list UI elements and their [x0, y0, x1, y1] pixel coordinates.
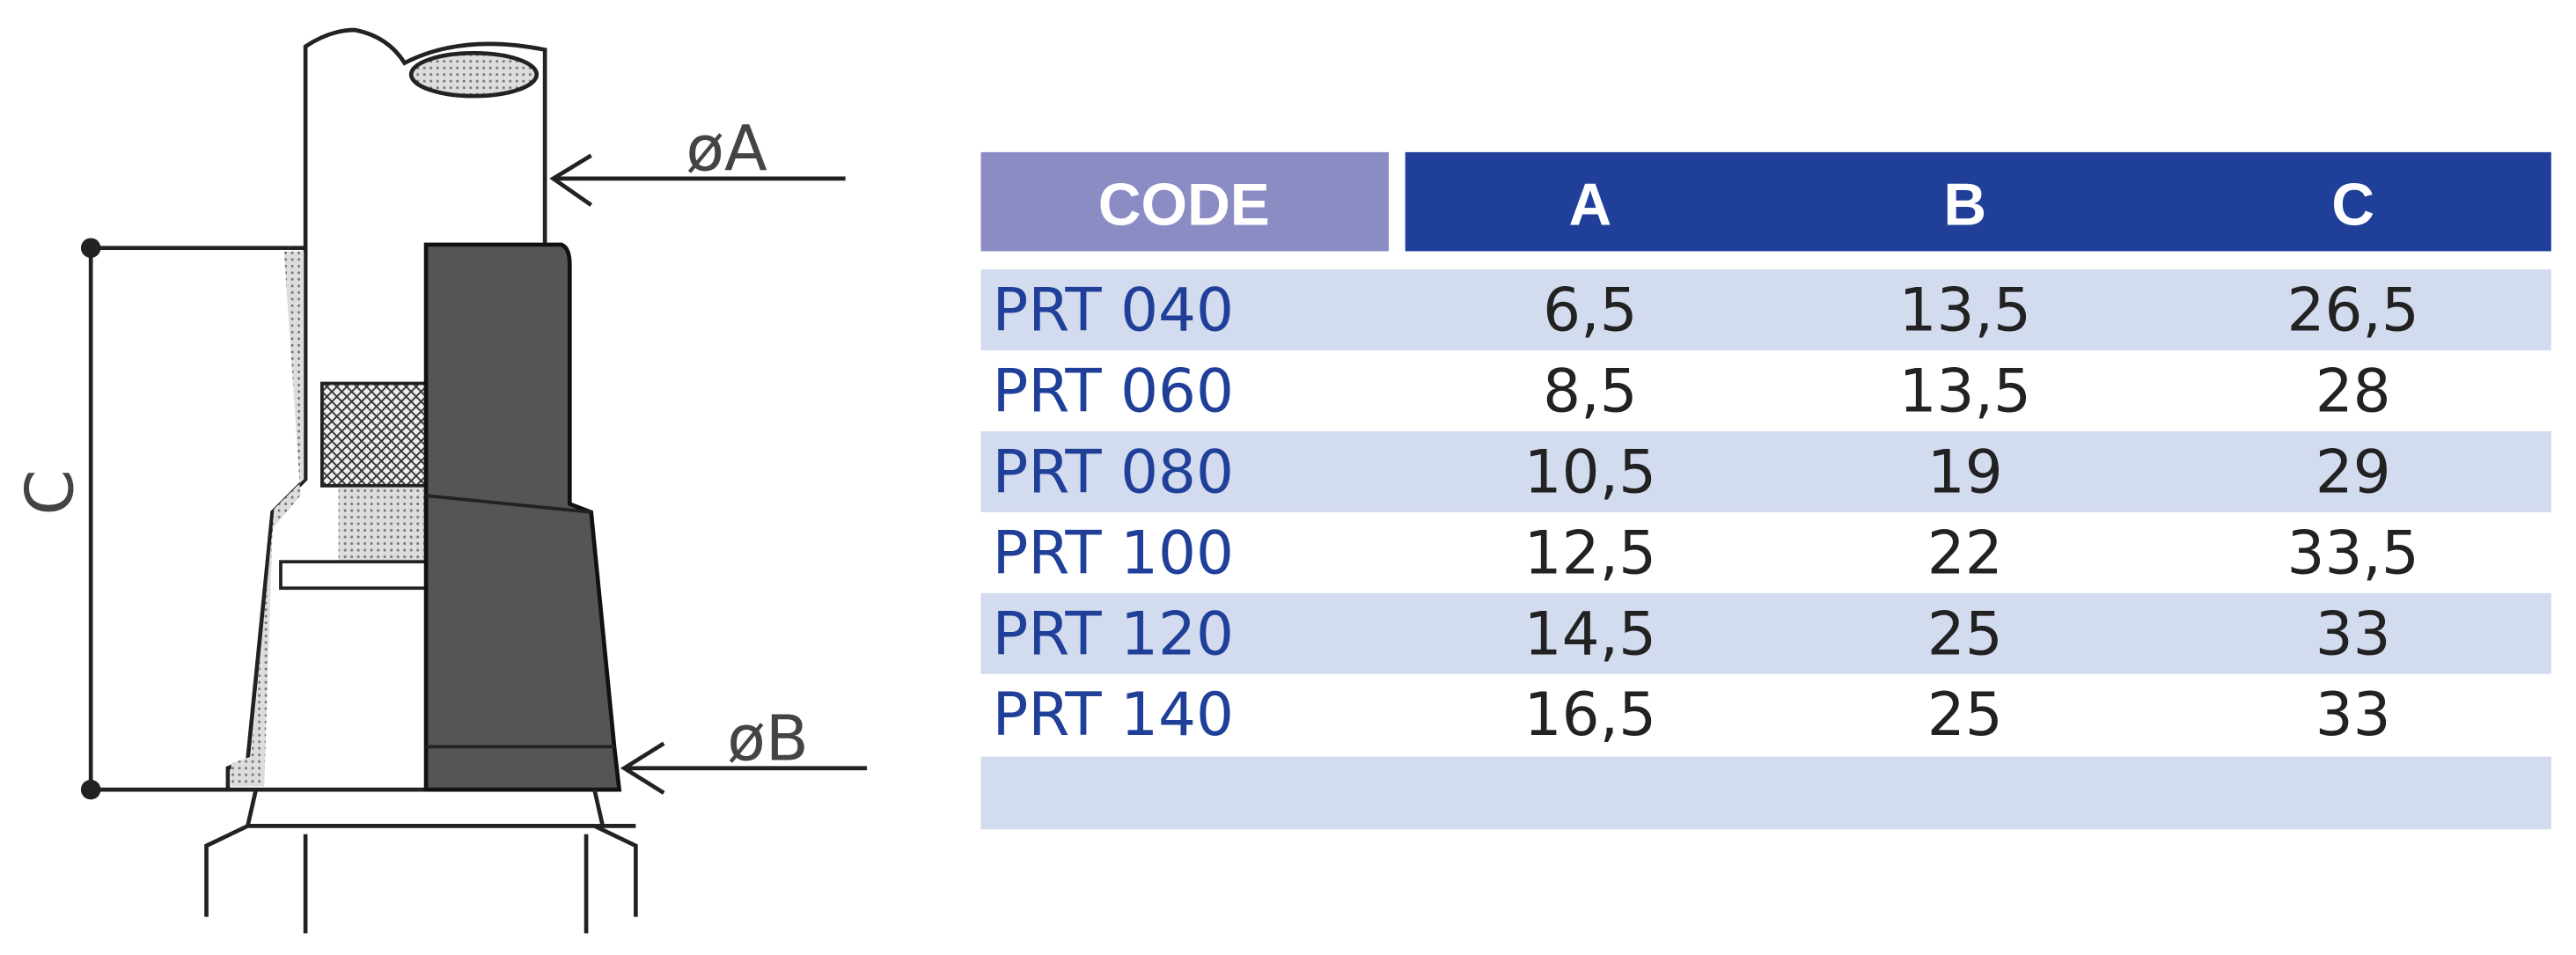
value-cell: 6,5: [1543, 275, 1637, 345]
code-cell: PRT 140: [993, 680, 1234, 749]
value-cell: 8,5: [1543, 356, 1637, 425]
code-cell: PRT 080: [993, 437, 1234, 506]
code-cell: PRT 100: [993, 518, 1234, 587]
value-cell: 25: [1927, 680, 2003, 749]
row-band: [980, 269, 2551, 351]
header-label: B: [1943, 172, 1986, 238]
row-band: [980, 592, 2551, 674]
header-label: CODE: [1098, 172, 1270, 238]
value-cell: 28: [2315, 356, 2391, 425]
value-cell: 13,5: [1899, 356, 2031, 425]
nozzle-drawing: øA øB C: [11, 27, 868, 934]
value-cell: 19: [1927, 437, 2003, 506]
value-cell: 33: [2315, 599, 2391, 668]
empty-row: [980, 756, 2551, 830]
value-cell: 16,5: [1524, 680, 1656, 749]
dimension-table: CODE A B C PRT 040 6,5 13,5 26,5 PRT 060 8,5 13,5 2…: [980, 151, 2551, 830]
value-cell: 13,5: [1899, 275, 2031, 345]
header-label: A: [1568, 172, 1611, 238]
code-cell: PRT 060: [993, 356, 1234, 425]
label-b: øB: [727, 702, 809, 775]
value-cell: 22: [1927, 518, 2003, 587]
code-cell: PRT 120: [993, 599, 1234, 668]
value-cell: 29: [2315, 437, 2391, 506]
row-band: [980, 430, 2551, 512]
value-cell: 33: [2315, 680, 2391, 749]
label-a: øA: [686, 113, 767, 186]
code-cell: PRT 040: [993, 275, 1234, 345]
value-cell: 33,5: [2287, 518, 2419, 587]
header-cell: [1405, 151, 2551, 252]
header-cell: [980, 151, 1389, 252]
value-cell: 14,5: [1524, 599, 1656, 668]
value-cell: 12,5: [1524, 518, 1656, 587]
value-cell: 26,5: [2287, 275, 2419, 345]
label-c: C: [11, 469, 89, 515]
header-label: C: [2331, 172, 2374, 238]
value-cell: 10,5: [1524, 437, 1656, 506]
value-cell: 25: [1927, 599, 2003, 668]
